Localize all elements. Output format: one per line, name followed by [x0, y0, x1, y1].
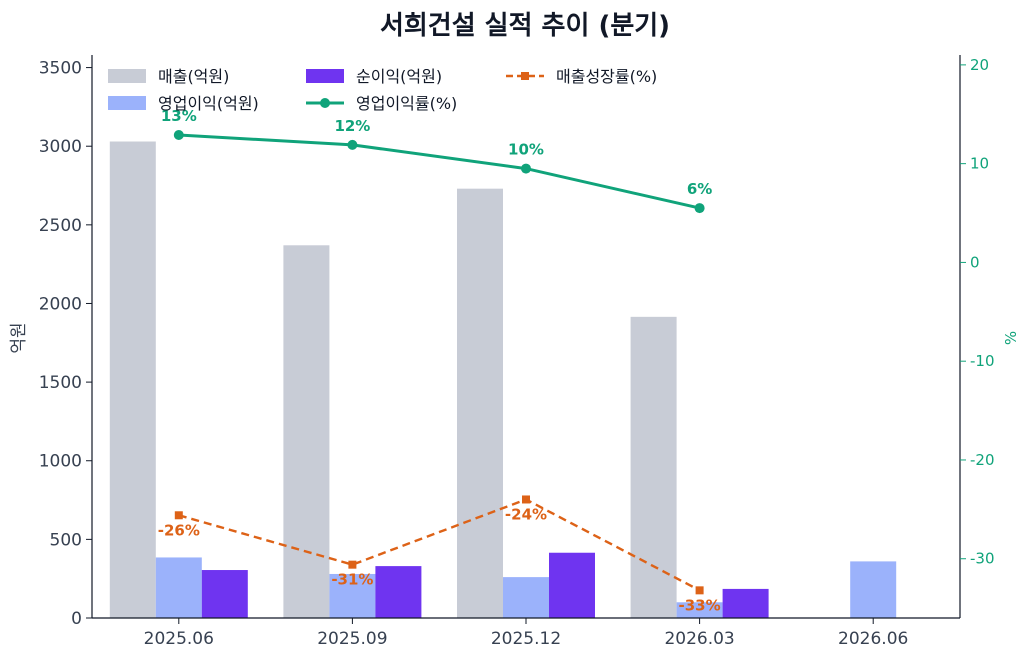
y-tick-label: 3500 [39, 59, 82, 79]
legend-entry: 영업이익률(%) [306, 94, 457, 113]
legend-entry: 영업이익(억원) [108, 94, 259, 113]
bar [630, 316, 677, 618]
bar [676, 602, 723, 618]
line-point [174, 511, 183, 520]
y-tick-label: 3000 [39, 137, 82, 157]
legend-label: 영업이익률(%) [356, 94, 457, 113]
bar [155, 557, 202, 618]
legend-entry: 순이익(억원) [306, 67, 442, 86]
bar [503, 577, 549, 618]
bar [549, 552, 595, 618]
legend-label: 순이익(억원) [356, 67, 442, 86]
legend-swatch [108, 96, 146, 110]
chart-title: 서희건설 실적 추이 (분기) [380, 11, 670, 41]
data-label: -26% [158, 521, 200, 539]
y2-tick-label: 20 [970, 56, 989, 74]
legend-swatch [108, 69, 146, 83]
line-point [173, 130, 184, 141]
x-tick-label: 2026.06 [838, 629, 908, 649]
x-tick-label: 2026.03 [664, 629, 734, 649]
y2-axis-title: % [1002, 331, 1020, 345]
legend-label: 매출(억원) [158, 67, 229, 86]
y2-tick-label: 10 [970, 155, 989, 173]
legend-label: 영업이익(억원) [158, 94, 259, 113]
y-tick-label: 0 [71, 609, 82, 629]
bar [375, 566, 422, 618]
legend-entry: 매출성장률(%) [506, 67, 657, 86]
y2-tick-label: 0 [970, 253, 980, 271]
data-label: -24% [505, 505, 547, 523]
legend-label: 매출성장률(%) [556, 67, 657, 86]
line-point [348, 560, 357, 569]
line-point [522, 495, 530, 504]
y2-tick-label: -20 [970, 451, 995, 469]
data-label: 6% [687, 180, 712, 198]
y2-tick-label: -30 [970, 550, 995, 568]
bar [329, 573, 376, 618]
x-tick-label: 2025.06 [144, 629, 214, 649]
bar [109, 141, 156, 618]
bar [850, 561, 897, 618]
x-tick-label: 2025.09 [317, 629, 387, 649]
data-label: 12% [334, 117, 370, 135]
y-axis-title: 억원 [9, 322, 29, 353]
line-point [695, 586, 704, 595]
y-tick-label: 1500 [39, 373, 82, 393]
legend-swatch [306, 69, 344, 83]
line-point [694, 203, 705, 214]
line-point [521, 163, 531, 174]
legend-marker [521, 72, 529, 80]
bar [283, 245, 330, 618]
legend: 매출(억원) 영업이익(억원) 순이익(억원) 영업이익률(%) 매출성장률(%) [108, 67, 657, 113]
y2-tick-label: -10 [970, 352, 995, 370]
line-point [347, 139, 358, 150]
data-label: 13% [161, 107, 197, 125]
bar [457, 188, 503, 618]
legend-marker [320, 98, 330, 108]
y-tick-label: 2000 [39, 294, 82, 314]
data-label: -33% [679, 596, 721, 614]
legend-entry: 매출(억원) [108, 67, 229, 86]
y-tick-label: 500 [50, 530, 82, 550]
y-tick-label: 1000 [39, 452, 82, 472]
series-line [178, 133, 700, 210]
data-label: 10% [508, 141, 544, 159]
y-tick-label: 2500 [39, 216, 82, 236]
data-label: -31% [331, 571, 373, 589]
bar [201, 570, 248, 618]
series-line [178, 498, 701, 592]
bar [722, 588, 769, 618]
x-tick-label: 2025.12 [491, 629, 561, 649]
